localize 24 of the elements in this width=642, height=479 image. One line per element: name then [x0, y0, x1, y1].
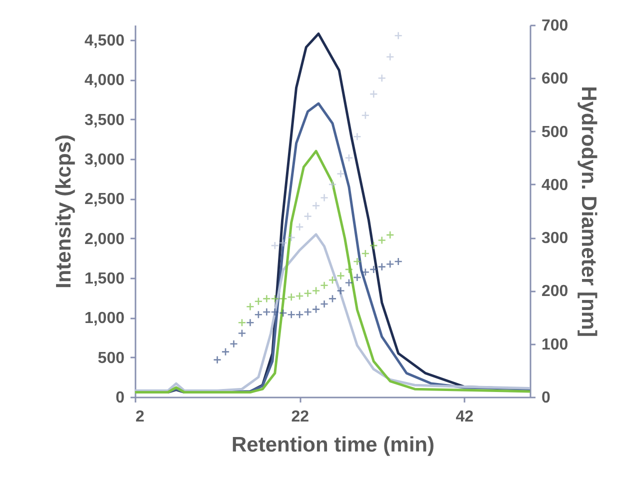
- x-axis-title: Retention time (min): [232, 434, 434, 456]
- y2-tick-label: 400: [542, 176, 568, 194]
- y2-tick-label: 100: [542, 336, 568, 354]
- y2-tick-label: 0: [542, 390, 550, 406]
- y-tick-label: 1,000: [84, 310, 125, 328]
- y-tick-label: 3,500: [84, 112, 125, 129]
- y-tick-label: 4,500: [84, 32, 125, 50]
- y-tick-label: 500: [98, 350, 125, 367]
- y2-tick-label: 200: [542, 283, 568, 300]
- y-tick-label: 2,000: [84, 230, 125, 248]
- y-axis-title: Intensity (kcps): [52, 134, 76, 289]
- y2-tick-label: 300: [542, 230, 568, 248]
- y-tick-label: 1,500: [84, 270, 125, 288]
- y2-axis-title: Hydrodyn. Diameter [nm]: [577, 86, 600, 337]
- y2-tick-label: 600: [542, 70, 568, 88]
- x-tick-label: 22: [291, 408, 310, 426]
- y-tick-label: 2,500: [84, 191, 125, 208]
- y-tick-label: 3,000: [84, 152, 125, 169]
- x-tick-label: 42: [456, 408, 474, 426]
- y-tick-label: 0: [116, 390, 125, 406]
- y2-tick-label: 500: [542, 124, 568, 141]
- y2-tick-label: 700: [542, 18, 568, 34]
- x-tick-label: 2: [136, 408, 144, 426]
- y-tick-label: 4,000: [84, 72, 125, 90]
